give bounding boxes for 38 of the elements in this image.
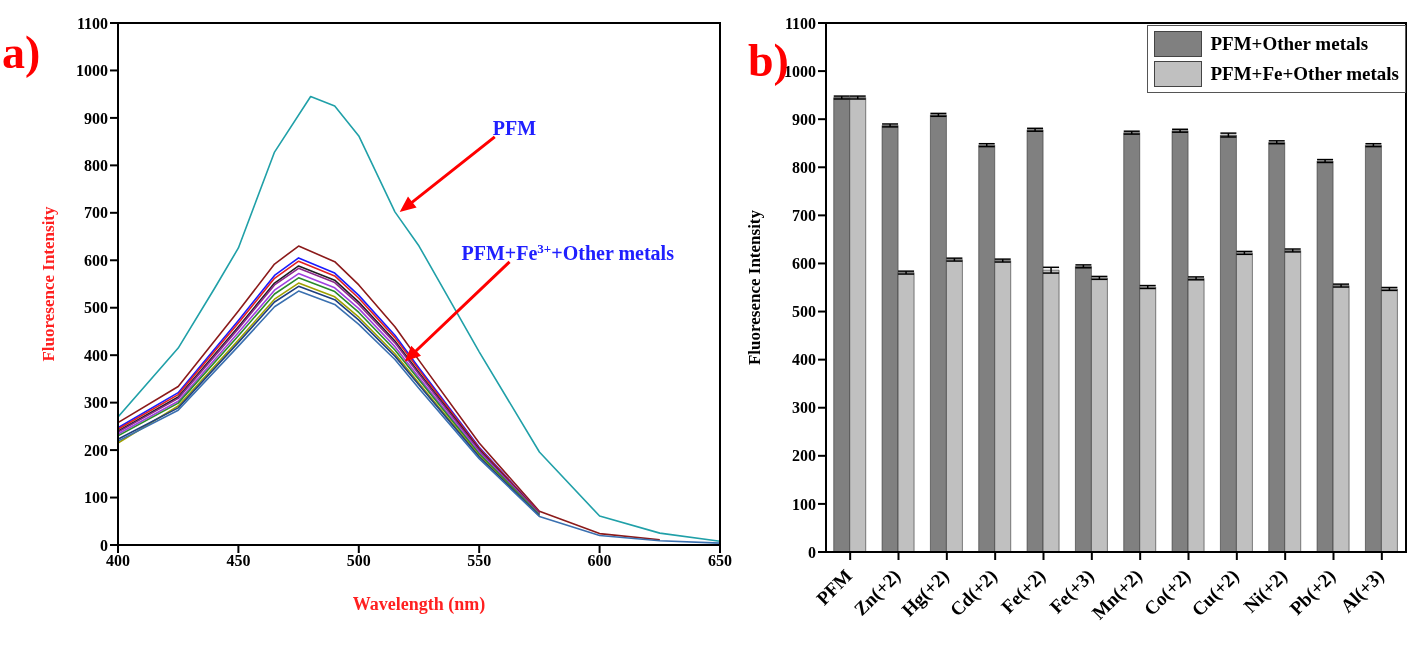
y-axis-title: Fluoresence Intensity	[745, 209, 765, 366]
y-tick-label: 0	[808, 543, 816, 561]
legend-label: PFM+Other metals	[1210, 32, 1369, 56]
y-tick-label: 900	[792, 110, 816, 128]
x-tick-label: 400	[106, 552, 130, 570]
y-tick-label: 100	[84, 489, 108, 507]
y-tick-label: 1100	[784, 14, 816, 32]
x-tick-label: 550	[467, 552, 492, 570]
x-tick-label: 600	[587, 552, 612, 570]
annotation: PFM	[492, 116, 537, 139]
annotation: PFM+Fe$^{3+}$+Other metals	[461, 240, 675, 264]
y-axis-title: Fluoresence Intensity	[39, 205, 59, 362]
chart-title: a)	[2, 26, 41, 79]
x-axis-title: Wavelength (nm)	[352, 594, 486, 615]
y-tick-label: 600	[84, 251, 108, 269]
y-tick-label: 700	[792, 207, 816, 225]
y-tick-label: 900	[84, 109, 108, 127]
x-tick-label: 450	[226, 552, 251, 570]
y-tick-label: 200	[792, 447, 816, 465]
y-tick-label: 300	[792, 399, 816, 417]
line-series	[118, 290, 720, 544]
y-tick-label: 100	[792, 495, 816, 513]
y-tick-label: 800	[84, 157, 108, 175]
y-tick-label: 400	[84, 346, 108, 364]
y-tick-label: 1100	[76, 14, 108, 32]
x-tick-label: 500	[346, 552, 371, 570]
y-tick-label: 0	[100, 536, 108, 554]
y-tick-label: 500	[792, 303, 816, 321]
y-tick-label: 300	[84, 394, 108, 412]
y-tick-label: 500	[84, 299, 108, 317]
x-tick-label: 650	[708, 552, 732, 570]
y-tick-label: 700	[84, 204, 108, 222]
legend-label: PFM+Fe+Other metals	[1210, 62, 1399, 86]
y-tick-label: 200	[84, 441, 108, 459]
y-tick-label: 600	[792, 255, 816, 273]
y-tick-label: 800	[792, 158, 816, 176]
y-tick-label: 400	[792, 351, 816, 369]
y-tick-label: 1000	[76, 62, 108, 80]
